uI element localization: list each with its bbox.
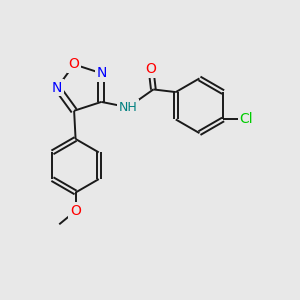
Text: O: O	[70, 204, 81, 218]
Text: Cl: Cl	[239, 112, 253, 126]
Text: N: N	[52, 81, 62, 94]
Text: O: O	[69, 57, 80, 71]
Text: O: O	[146, 62, 156, 76]
Text: N: N	[96, 66, 106, 80]
Text: NH: NH	[119, 101, 137, 114]
